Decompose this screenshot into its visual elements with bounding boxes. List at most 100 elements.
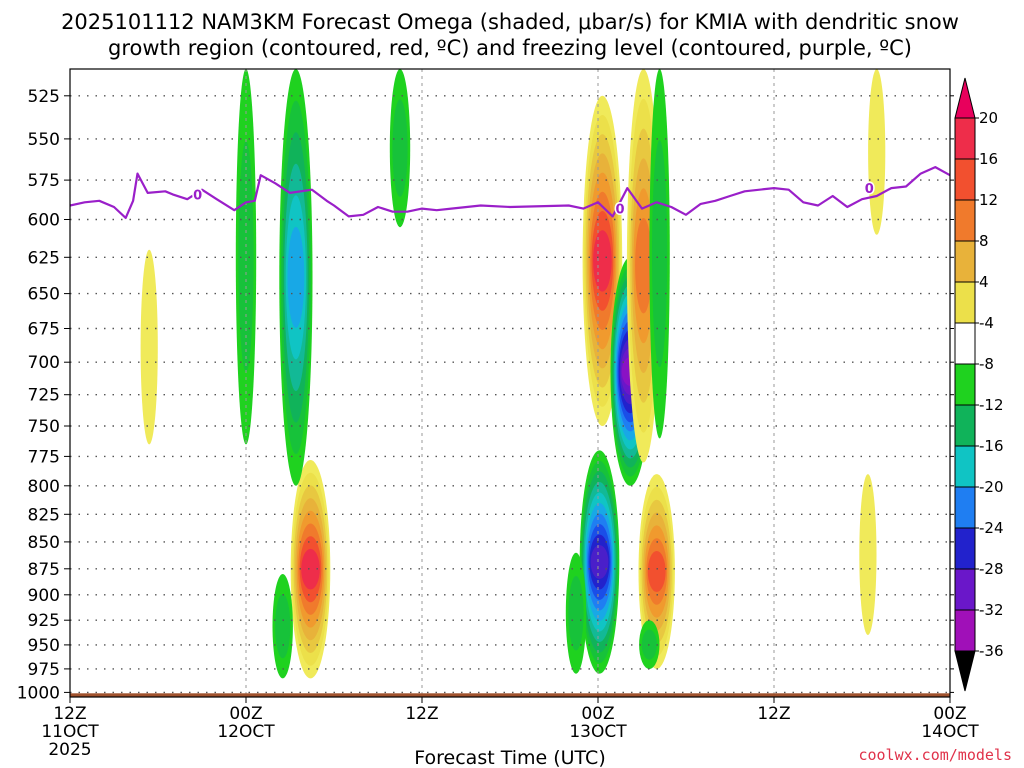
x-tick-label-date: 14OCT (921, 722, 979, 742)
omega-contour (568, 576, 584, 651)
omega-feature (290, 460, 331, 679)
colorbar-bottom-triangle (954, 650, 976, 692)
y-tick-label: 725 (28, 386, 60, 406)
freezing-level-label: 0 (615, 203, 624, 218)
terrain (70, 693, 950, 697)
colorbar-bin (954, 199, 976, 242)
colorbar-label: 20 (979, 109, 998, 127)
omega-feature (565, 552, 587, 674)
colorbar-label: -12 (979, 396, 1004, 414)
colorbar-top-triangle (954, 77, 976, 119)
y-tick-label: 625 (28, 248, 60, 268)
omega-contour (301, 548, 320, 590)
x-axis-title: Forecast Time (UTC) (414, 747, 605, 768)
y-tick-label: 650 (28, 285, 60, 305)
omega-feature (389, 69, 411, 228)
x-tick-label-hour: 00Z (581, 704, 614, 724)
x-tick-label-date: 13OCT (569, 722, 627, 742)
colorbar-label: -32 (979, 601, 1004, 619)
omega-contour (859, 474, 877, 636)
x-tick-label-hour: 00Z (933, 704, 966, 724)
y-tick-label: 750 (28, 417, 60, 437)
plot-frame (69, 68, 951, 698)
y-tick-label: 575 (28, 171, 60, 191)
colorbar-label: 12 (979, 191, 998, 209)
omega-contour (287, 226, 305, 328)
y-tick-label: 1000 (17, 683, 60, 703)
colorbar-bin (954, 404, 976, 447)
terrain-band (70, 693, 950, 697)
omega-feature (649, 69, 670, 439)
colorbar-label: -16 (979, 437, 1004, 455)
omega-shading (140, 69, 886, 679)
y-tick-label: 775 (28, 447, 60, 467)
omega-feature (272, 574, 293, 679)
x-tick-label-hour: 12Z (405, 704, 438, 724)
omega-contour (868, 69, 886, 235)
y-axis: 525 550 575 600 625 650 675 700 725 750 775 800 825 8… (17, 87, 954, 703)
chart-title-line2: growth region (contoured, red, ºC) and f… (108, 36, 912, 60)
y-tick-label: 700 (28, 353, 60, 373)
x-tick-label-date: 12OCT (217, 722, 275, 742)
freezing-level-line (70, 166, 950, 219)
colorbar-bin (954, 363, 976, 406)
colorbar-bin (954, 240, 976, 283)
omega-contour (275, 594, 291, 659)
colorbar-label: 8 (979, 232, 989, 250)
colorbar-label: -8 (979, 355, 994, 373)
colorbar-label: -20 (979, 478, 1004, 496)
colorbar-label: 4 (979, 273, 989, 291)
omega-contour (635, 218, 652, 314)
colorbar-bin (954, 486, 976, 529)
y-tick-label: 800 (28, 477, 60, 497)
x-tick-label-hour: 00Z (229, 704, 262, 724)
colorbar-bin (954, 281, 976, 324)
omega-contour (140, 249, 158, 445)
omega-feature (868, 69, 886, 235)
y-tick-label: 950 (28, 636, 60, 656)
colorbar-bin (954, 158, 976, 201)
omega-feature (579, 450, 620, 674)
omega-feature (859, 474, 877, 636)
omega-contour (590, 545, 609, 579)
omega-feature (638, 474, 675, 669)
colorbar-bin (954, 322, 976, 365)
colorbar-label: 16 (979, 150, 998, 168)
colorbar-bin (954, 117, 976, 160)
omega-contour (652, 140, 668, 368)
x-tick-label-year: 2025 (48, 740, 91, 760)
y-tick-label: 875 (28, 560, 60, 580)
y-tick-label: 850 (28, 533, 60, 553)
omega-contour (238, 141, 254, 373)
colorbar-label: -28 (979, 560, 1004, 578)
y-tick-label: 600 (28, 211, 60, 231)
y-tick-label: 550 (28, 130, 60, 150)
omega-feature (279, 69, 313, 486)
x-tick-label-hour: 12Z (53, 704, 86, 724)
y-tick-label: 975 (28, 660, 60, 680)
colorbar-bin (954, 568, 976, 611)
plot-background (70, 69, 950, 697)
colorbar: 20 16 12 8 4 -4 -8 -12 -16 -20 -24 -28 -32 -36 (954, 77, 1004, 692)
freezing-level: 0 0 0 (70, 166, 950, 219)
freezing-level-label: 0 (193, 188, 202, 203)
colorbar-bin (954, 445, 976, 488)
omega-contour (392, 99, 408, 197)
y-tick-label: 525 (28, 87, 60, 107)
y-tick-label: 825 (28, 505, 60, 525)
omega-feature (582, 95, 623, 426)
y-tick-label: 900 (28, 586, 60, 606)
colorbar-label: -36 (979, 642, 1004, 660)
omega-contour (647, 551, 666, 592)
colorbar-label: -24 (979, 519, 1004, 537)
colorbar-bin (954, 609, 976, 652)
chart-title-line1: 2025101112 NAM3KM Forecast Omega (shaded… (61, 10, 959, 34)
omega-feature (140, 249, 158, 445)
y-tick-label: 675 (28, 320, 60, 340)
colorbar-label: -4 (979, 314, 994, 332)
credit-text: coolwx.com/models (858, 746, 1012, 764)
x-tick-label-date: 11OCT (41, 722, 99, 742)
omega-feature (235, 69, 257, 445)
